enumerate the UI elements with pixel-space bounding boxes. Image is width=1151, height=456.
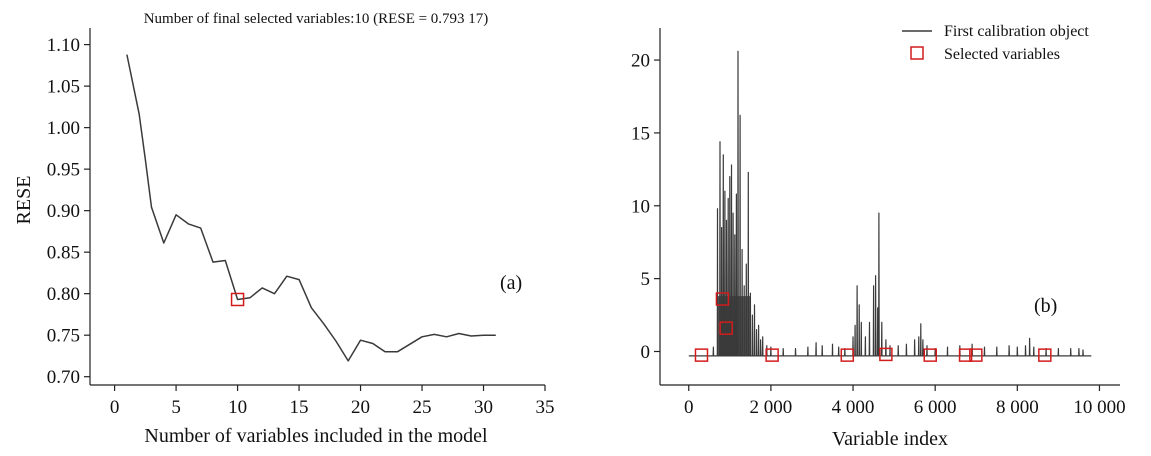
chart-b-x-tick-label: 8 000 xyxy=(996,397,1039,418)
chart-b-x-tick-label: 6 000 xyxy=(914,397,957,418)
chart-a-y-tick-label: 1.00 xyxy=(47,118,80,139)
chart-a: Number of final selected variables:10 (R… xyxy=(13,11,555,447)
chart-a-y-tick-label: 0.75 xyxy=(47,326,80,347)
chart-a-y-tick-label: 0.70 xyxy=(47,367,80,388)
chart-b-selected-variable-marker xyxy=(694,348,709,362)
chart-b-x-tick-label: 0 xyxy=(684,397,694,418)
chart-a-x-axis-label: Number of variables included in the mode… xyxy=(144,425,488,447)
chart-a-x-tick-label: 10 xyxy=(228,397,247,418)
chart-a-y-tick-label: 0.80 xyxy=(47,284,80,305)
chart-b-x-tick-label: 2 000 xyxy=(750,397,793,418)
chart-b-y-tick-label: 0 xyxy=(641,342,651,363)
chart-a-series-line xyxy=(126,54,496,362)
chart-b-x-tick-label: 4 000 xyxy=(832,397,875,418)
chart-a-panel-label: (a) xyxy=(500,272,522,294)
chart-a-y-tick-label: 0.85 xyxy=(47,243,80,264)
chart-a-y-tick-label: 0.95 xyxy=(47,160,80,181)
legend-square-swatch xyxy=(910,46,924,60)
chart-a-y-tick-label: 1.10 xyxy=(47,35,80,56)
chart-b-selected-variable-marker xyxy=(719,321,733,335)
chart-a-x-tick-label: 35 xyxy=(536,397,555,418)
chart-b-selected-variable-marker xyxy=(715,292,730,306)
chart-b-axes: 0 2 000 4 000 6 000 8 000 10 000 0 5 10 15 20 xyxy=(631,28,1126,418)
chart-b-y-tick-label: 10 xyxy=(631,196,650,217)
chart-a-title: Number of final selected variables:10 (R… xyxy=(144,11,489,27)
chart-a-y-tick-label: 1.05 xyxy=(47,77,80,98)
chart-a-x-tick-label: 25 xyxy=(413,397,432,418)
chart-b-legend: First calibration object Selected variab… xyxy=(902,23,1089,63)
chart-b-selected-variable-marker xyxy=(879,347,893,362)
chart-a-x-tick-label: 20 xyxy=(351,397,370,418)
chart-b-spectrum-line xyxy=(688,50,1092,357)
chart-a-y-tick-label: 0.90 xyxy=(47,201,80,222)
chart-a-axes: 0 5 10 15 20 25 30 35 0.70 0.75 0.80 0.85 0.90 0.95 1.… xyxy=(47,28,555,418)
legend-label-first-calibration-object: First calibration object xyxy=(944,23,1089,40)
chart-b-selected-variable-marker xyxy=(969,348,983,362)
chart-b-selected-variable-marker xyxy=(840,348,855,362)
chart-b-y-tick-label: 15 xyxy=(631,123,650,144)
chart-b-plot-area xyxy=(688,50,1092,362)
chart-b-selected-variable-marker xyxy=(765,348,779,362)
chart-b-x-tick-label: 10 000 xyxy=(1073,397,1125,418)
chart-a-x-tick-label: 30 xyxy=(474,397,493,418)
chart-b-panel-label: (b) xyxy=(1034,295,1057,317)
chart-a-selected-marker xyxy=(230,292,245,307)
chart-b-dense-band xyxy=(717,296,751,356)
chart-a-x-tick-label: 15 xyxy=(290,397,309,418)
chart-b-y-tick-label: 5 xyxy=(641,269,651,290)
chart-a-x-tick-label: 0 xyxy=(110,397,120,418)
chart-a-y-axis-label: RESE xyxy=(13,176,35,225)
chart-b-x-axis-label: Variable index xyxy=(832,428,948,450)
chart-a-plot-area xyxy=(126,54,496,362)
legend-label-selected-variables: Selected variables xyxy=(944,46,1060,63)
chart-b-selected-variable-marker xyxy=(1038,348,1052,362)
chart-b-selected-variable-marker xyxy=(958,348,973,362)
chart-a-x-tick-label: 5 xyxy=(171,397,181,418)
chart-b-y-tick-label: 20 xyxy=(631,51,650,72)
chart-b-selected-variable-marker xyxy=(923,348,937,362)
